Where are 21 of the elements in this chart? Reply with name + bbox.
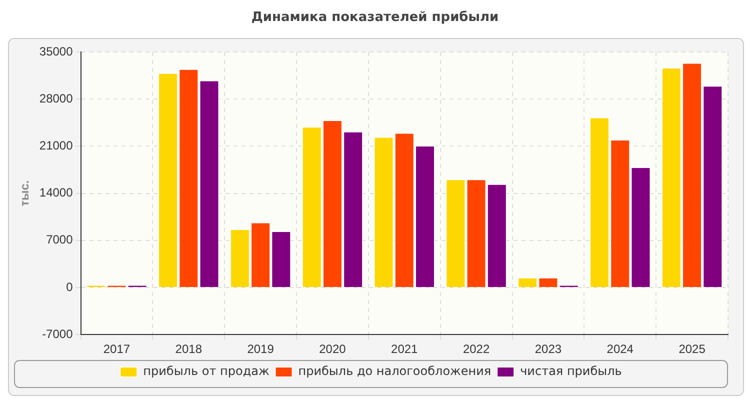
y-axis-title: тыс. bbox=[18, 180, 32, 206]
x-tick-label: 2020 bbox=[319, 342, 346, 356]
x-tick-label: 2019 bbox=[247, 342, 274, 356]
y-tick-label: 7000 bbox=[46, 232, 74, 247]
y-tick-label: 14000 bbox=[39, 186, 74, 200]
x-tick-label: 2023 bbox=[534, 342, 562, 356]
x-tick-label: 2021 bbox=[391, 342, 418, 356]
x-tick-label: 2022 bbox=[462, 342, 490, 356]
legend-label: чистая прибыль bbox=[520, 364, 622, 378]
y-tick-label: 0 bbox=[66, 280, 74, 294]
x-tick-label: 2024 bbox=[606, 342, 634, 356]
y-tick-label: 35000 bbox=[39, 44, 74, 58]
legend-label: прибыль до налогообложения bbox=[298, 364, 492, 378]
chart-title: Динамика показателей прибыли bbox=[250, 10, 500, 25]
x-tick-label: 2025 bbox=[678, 342, 706, 356]
y-tick-label: 21000 bbox=[39, 138, 74, 153]
x-tick-label: 2018 bbox=[175, 342, 202, 356]
y-tick-label: -7000 bbox=[42, 326, 74, 341]
y-tick-label: 28000 bbox=[39, 91, 74, 106]
x-tick-label: 2017 bbox=[103, 342, 130, 356]
legend-label: прибыль от продаж bbox=[143, 364, 270, 378]
